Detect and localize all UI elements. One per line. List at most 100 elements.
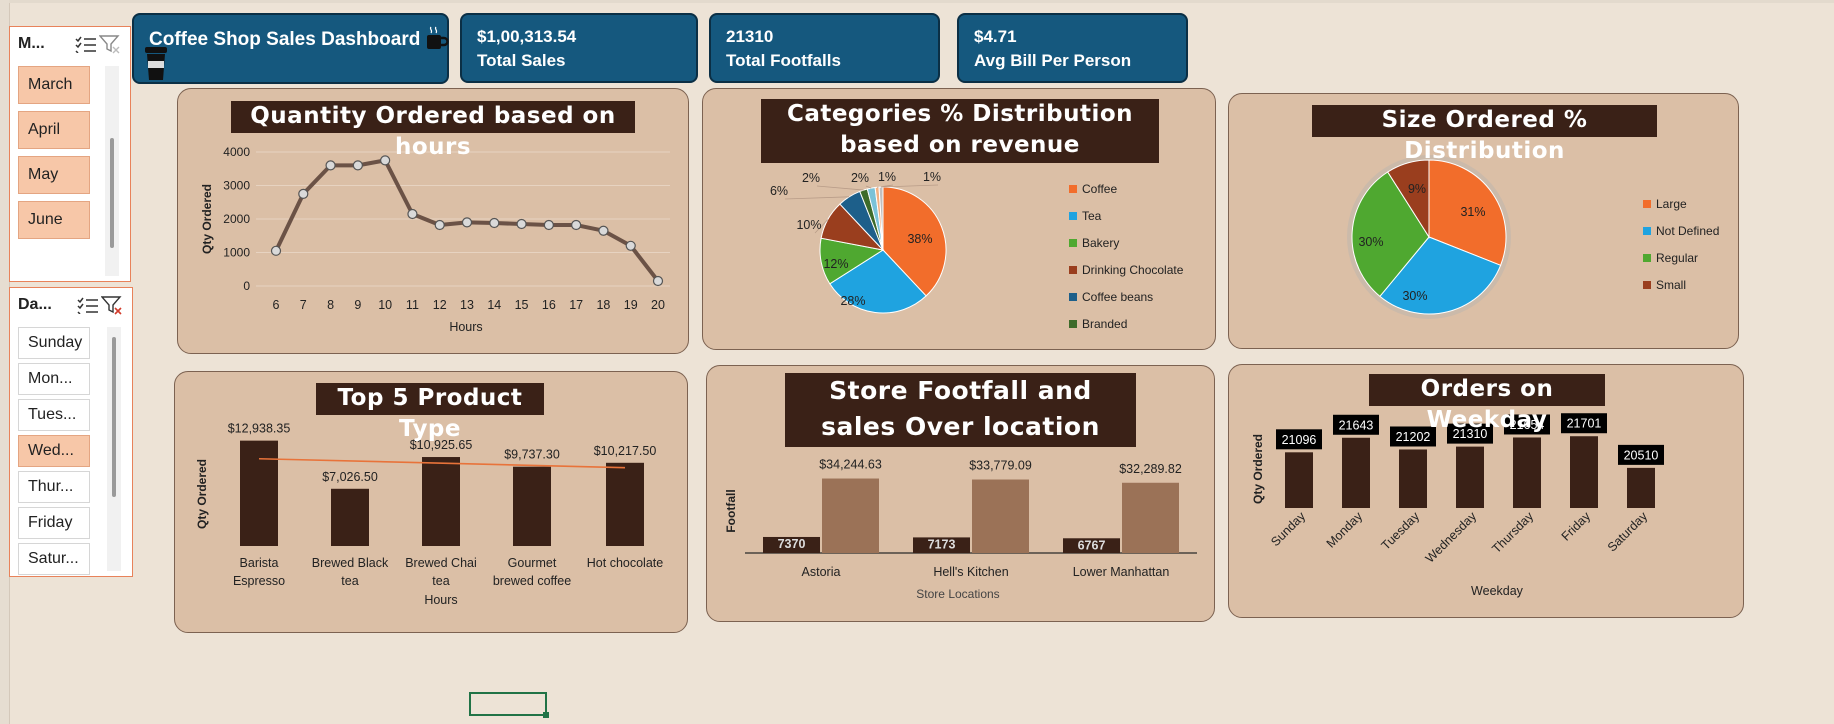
month-slicer-title: M... bbox=[18, 35, 45, 52]
bar-sales bbox=[822, 478, 879, 553]
x-tick-label: Espresso bbox=[233, 574, 285, 588]
legend-label: Regular bbox=[1656, 251, 1698, 265]
bar bbox=[1456, 446, 1484, 508]
kpi-value: $4.71 bbox=[974, 27, 1017, 46]
day-slicer-scrollbar[interactable] bbox=[107, 327, 121, 571]
weekday-orders-chart-panel[interactable]: 21096 Sunday 21643 Monday 21202 Tuesday 21310 W… bbox=[1228, 364, 1744, 618]
x-tick-label: Astoria bbox=[802, 565, 841, 579]
data-label-box bbox=[1561, 413, 1607, 434]
month-item-april[interactable]: April bbox=[18, 111, 90, 149]
store-footfall-chart-panel[interactable]: 7370 $34,244.63 Astoria 7173 $33,779.09 Hell'… bbox=[706, 365, 1215, 622]
legend-swatch bbox=[1643, 254, 1651, 262]
bar bbox=[513, 466, 551, 546]
month-slicer-scroll-thumb[interactable] bbox=[110, 138, 114, 248]
month-item-march[interactable]: March bbox=[18, 66, 90, 104]
day-item-sunday[interactable]: Sunday bbox=[18, 327, 90, 359]
bar-sales bbox=[972, 479, 1029, 553]
kpi-value: 21310 bbox=[726, 27, 774, 46]
y-tick-label: 0 bbox=[243, 279, 250, 293]
kpi-total-footfalls: 21310 Total Footfalls bbox=[709, 13, 940, 83]
legend-label: Bakery bbox=[1082, 236, 1119, 250]
data-label: 20510 bbox=[1624, 448, 1659, 462]
x-tick-label: Monday bbox=[1324, 509, 1366, 551]
bar bbox=[1570, 436, 1598, 508]
data-label: 12% bbox=[823, 257, 848, 271]
data-label: 28% bbox=[840, 294, 865, 308]
x-tick-label: Brewed Black bbox=[312, 556, 389, 570]
day-item-wednesday[interactable]: Wed... bbox=[18, 435, 90, 467]
clear-filter-icon[interactable] bbox=[98, 33, 122, 55]
bar bbox=[1285, 452, 1313, 508]
active-cell-fill-handle[interactable] bbox=[543, 712, 549, 718]
x-tick-label: Gourmet bbox=[508, 556, 557, 570]
x-tick-label: Saturday bbox=[1605, 509, 1651, 555]
legend-label: Large bbox=[1656, 197, 1687, 211]
day-slicer: Da... Sunday Mon... Tues... Wed... Thur.… bbox=[9, 287, 133, 577]
data-label-box bbox=[1618, 444, 1664, 465]
legend-swatch bbox=[1643, 227, 1651, 235]
data-label-box bbox=[1504, 414, 1550, 435]
x-tick-label: Brewed Chai bbox=[405, 556, 477, 570]
bar bbox=[606, 462, 644, 546]
multi-select-icon[interactable] bbox=[76, 294, 100, 316]
top-products-chart-panel[interactable]: $12,938.35 Barista Espresso $7,026.50 Brewed… bbox=[174, 371, 688, 633]
data-label: 10% bbox=[796, 218, 821, 232]
month-item-june[interactable]: June bbox=[18, 201, 90, 239]
leader-line bbox=[865, 185, 872, 189]
data-label: 30% bbox=[1358, 235, 1383, 249]
data-point bbox=[516, 218, 527, 230]
data-label: 21310 bbox=[1453, 427, 1488, 441]
x-tick-label: 16 bbox=[542, 298, 556, 312]
data-label-box bbox=[1333, 414, 1379, 435]
kpi-label: Avg Bill Per Person bbox=[974, 51, 1132, 70]
data-label: $9,737.30 bbox=[504, 448, 560, 462]
legend-swatch bbox=[1643, 281, 1651, 289]
page-title: Coffee Shop Sales Dashboard bbox=[149, 29, 421, 50]
data-label: 21643 bbox=[1339, 418, 1374, 432]
y-axis-label: Qty Ordered bbox=[1251, 434, 1265, 504]
day-slicer-scroll-thumb[interactable] bbox=[112, 337, 116, 497]
clear-filter-icon[interactable] bbox=[100, 294, 124, 316]
x-tick-label: Hot chocolate bbox=[587, 556, 663, 570]
coffee-cup-icon bbox=[142, 46, 170, 87]
legend-swatch bbox=[1069, 212, 1077, 220]
x-tick-label: 8 bbox=[327, 298, 334, 312]
day-item-thursday[interactable]: Thur... bbox=[18, 471, 90, 503]
data-label: 21701 bbox=[1567, 417, 1602, 431]
bar bbox=[1513, 437, 1541, 508]
day-item-tuesday[interactable]: Tues... bbox=[18, 399, 90, 431]
data-label: $10,217.50 bbox=[594, 444, 657, 458]
kpi-total-sales: $1,00,313.54 Total Sales bbox=[460, 13, 698, 83]
month-item-may[interactable]: May bbox=[18, 156, 90, 194]
day-item-monday[interactable]: Mon... bbox=[18, 363, 90, 395]
legend-swatch bbox=[1069, 185, 1077, 193]
data-label: 1% bbox=[923, 170, 941, 184]
active-cell[interactable] bbox=[469, 692, 547, 716]
y-axis-label: Qty Ordered bbox=[195, 459, 209, 529]
data-point bbox=[298, 188, 309, 199]
hourly-quantity-chart-panel[interactable]: 0 1000 2000 3000 4000 6 7 8 9 10 11 12 13 14 15 16 17 18 1… bbox=[177, 88, 689, 354]
x-tick-label: 20 bbox=[651, 298, 665, 312]
data-label: 30% bbox=[1402, 289, 1427, 303]
day-item-saturday[interactable]: Satur... bbox=[18, 543, 90, 575]
chart-title: Size Ordered % Distribution bbox=[1312, 105, 1657, 164]
legend-swatch bbox=[1069, 293, 1077, 301]
bar bbox=[422, 457, 460, 546]
day-item-friday[interactable]: Friday bbox=[18, 507, 90, 539]
multi-select-icon[interactable] bbox=[74, 33, 98, 55]
category-distribution-chart-panel[interactable]: 38% 28% 12% 10% 6% 2% 2% 1% 1% Coffee Tea Bakery Dri… bbox=[702, 88, 1216, 350]
month-slicer: M... March April May June bbox=[9, 26, 131, 282]
x-tick-label: 12 bbox=[433, 298, 447, 312]
data-point bbox=[625, 240, 636, 251]
pie-slice bbox=[882, 186, 947, 297]
bar-footfall bbox=[913, 537, 970, 553]
y-axis-label: Footfall bbox=[724, 489, 738, 532]
x-tick-label: 15 bbox=[515, 298, 529, 312]
data-label: $32,289.82 bbox=[1119, 462, 1182, 476]
month-slicer-scrollbar[interactable] bbox=[105, 66, 119, 276]
y-tick-label: 2000 bbox=[223, 212, 250, 226]
size-distribution-chart-panel[interactable]: 31% 30% 30% 9% Large Not Defined Regular Small … bbox=[1228, 93, 1739, 349]
category-distribution-chart: 38% 28% 12% 10% 6% 2% 2% 1% 1% Coffee Tea Bakery Dri… bbox=[770, 170, 1184, 331]
x-tick-label: Hell's Kitchen bbox=[933, 565, 1008, 579]
data-label-box bbox=[1447, 423, 1493, 444]
